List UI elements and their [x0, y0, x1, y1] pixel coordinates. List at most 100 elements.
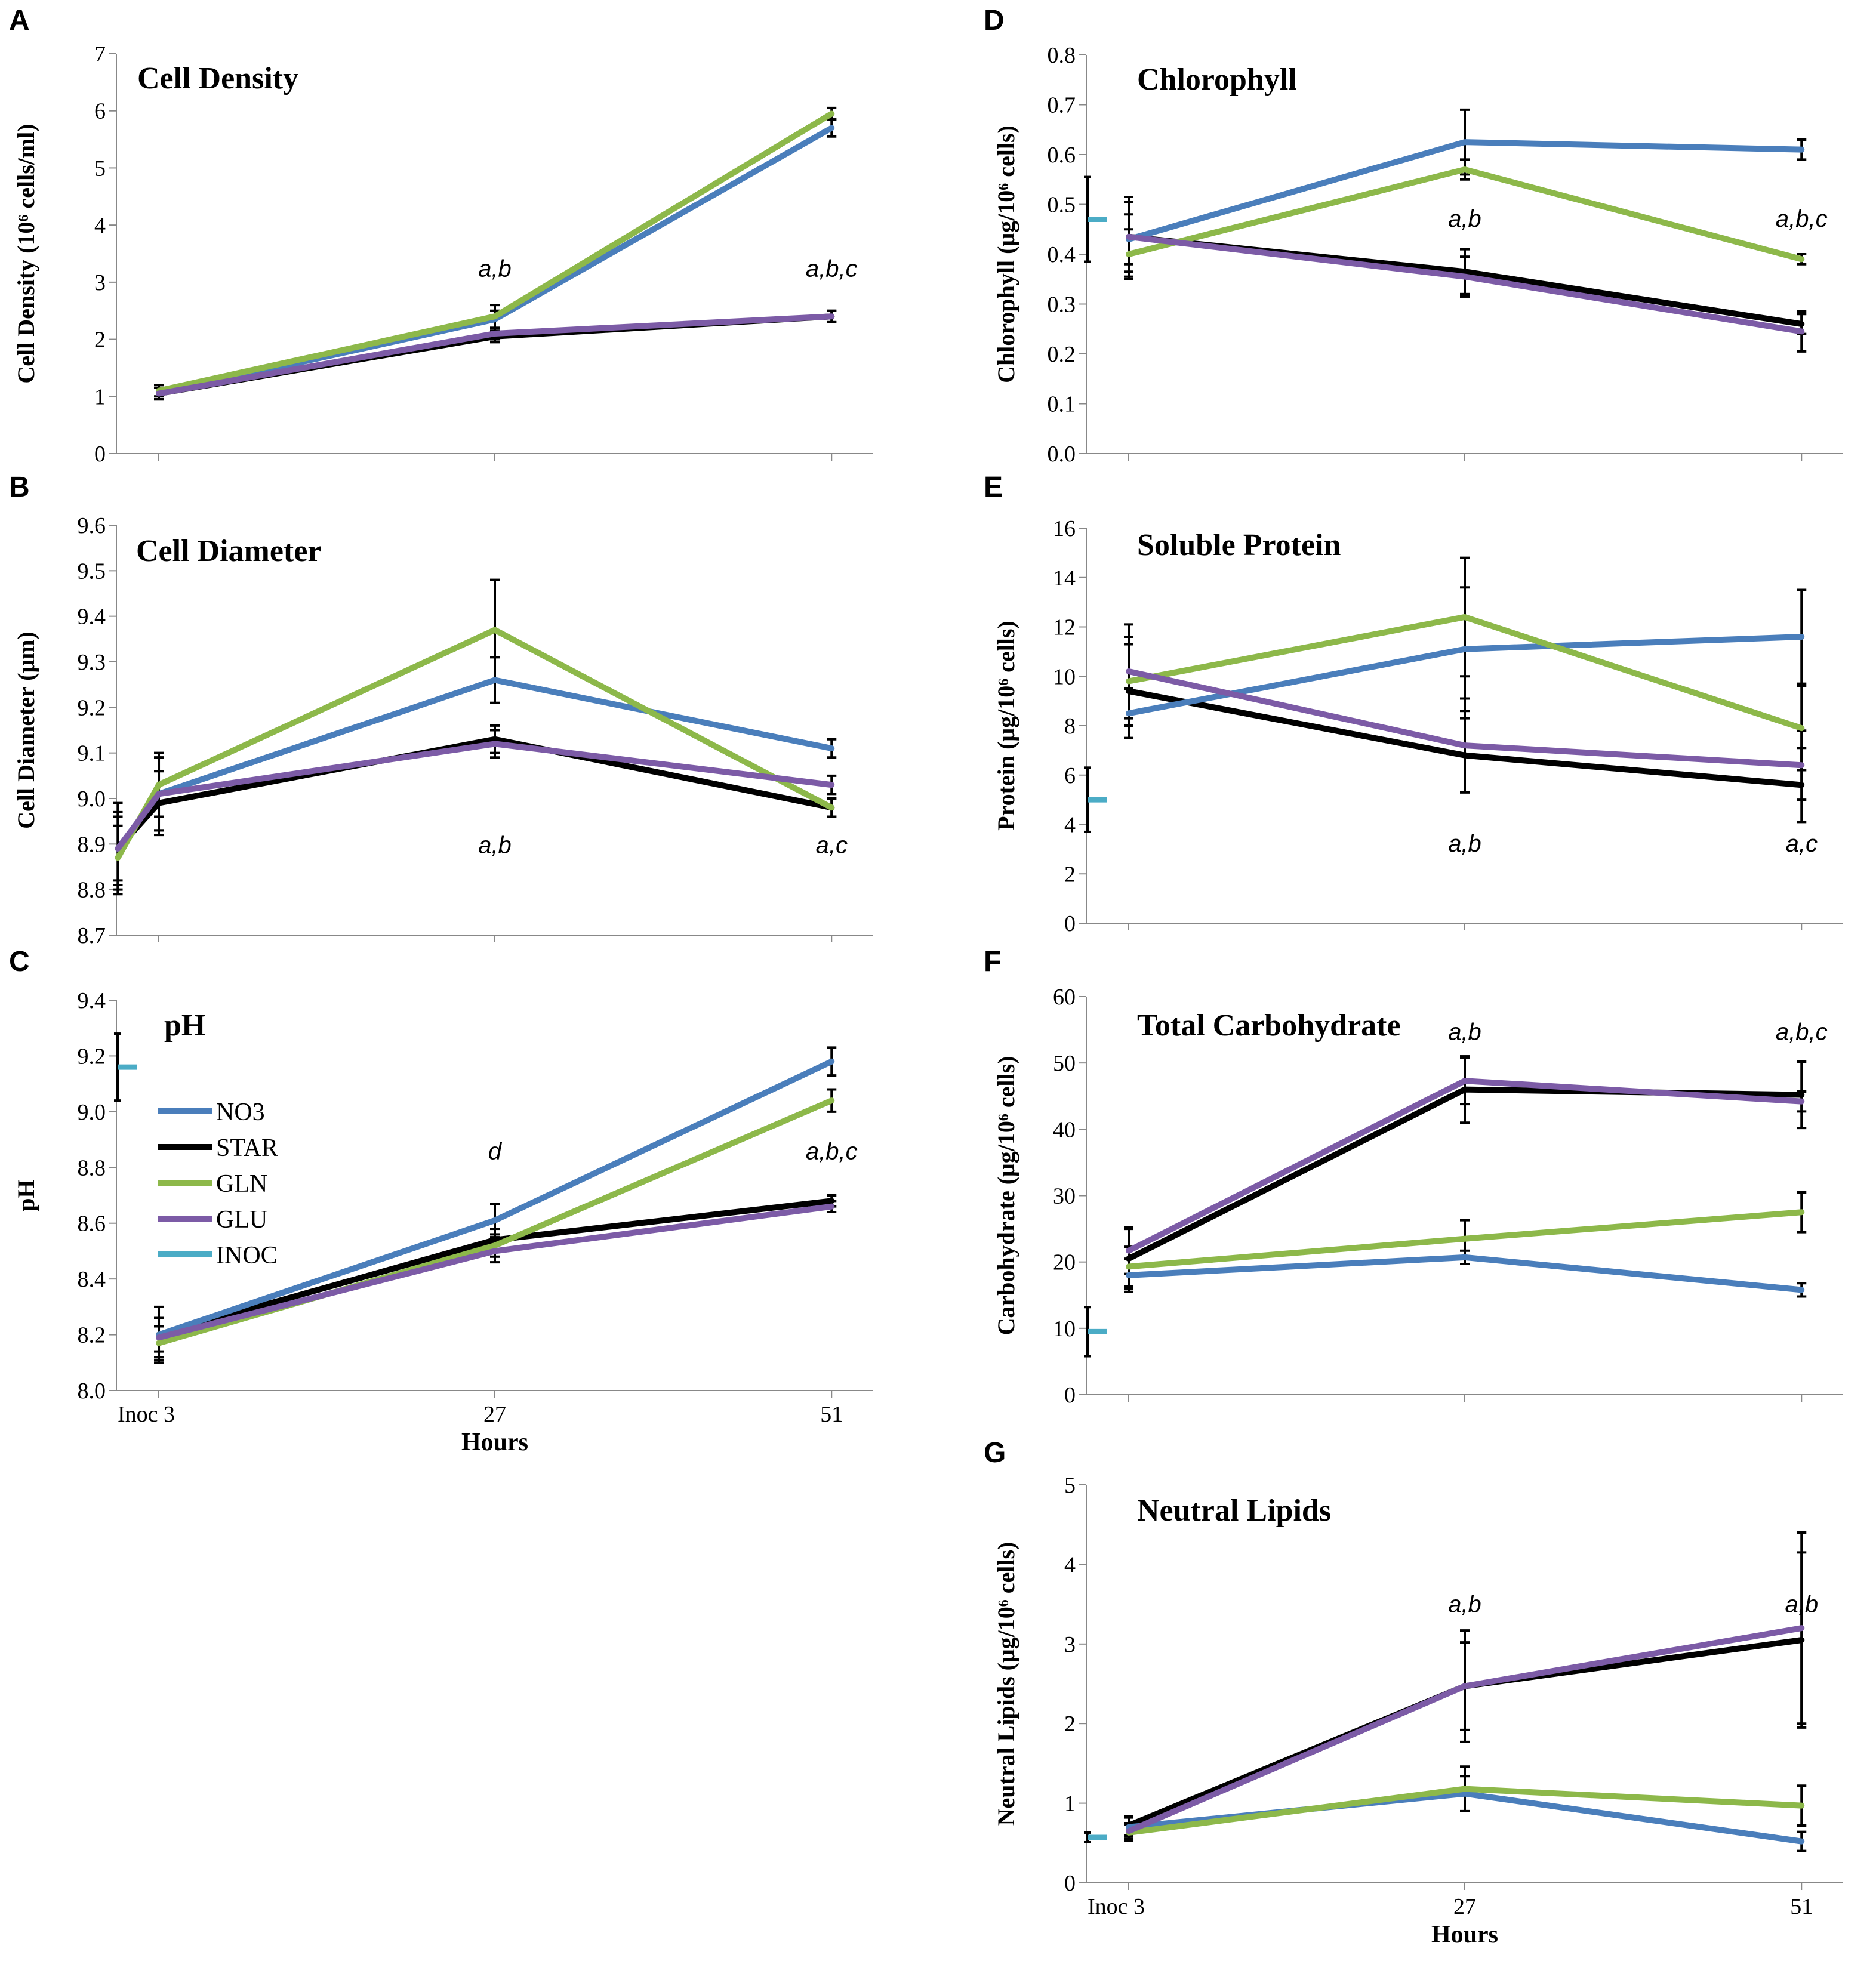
panel-E	[1079, 528, 1843, 930]
panel-letter: F	[984, 946, 1001, 978]
y-tick-label: 1	[94, 384, 106, 409]
series-line-glu	[156, 1203, 835, 1341]
y-tick-label: 8.8	[78, 878, 106, 903]
y-tick-label: 4	[94, 213, 106, 238]
x-axis-label: Hours	[461, 1429, 528, 1456]
y-tick-label: 2	[94, 328, 106, 353]
series-line-no3	[115, 677, 835, 852]
significance-label: a,c	[1786, 831, 1818, 857]
y-tick-label: 0.6	[1048, 143, 1076, 168]
y-tick-label: 0.2	[1048, 342, 1076, 367]
legend: NO3 STAR GLN GLU INOC	[158, 1099, 278, 1269]
y-tick-label: 3	[94, 270, 106, 295]
y-tick-label: 0.5	[1048, 193, 1076, 218]
y-axis-label: Protein (μg/10⁶ cells)	[993, 621, 1019, 831]
chart-title: Chlorophyll	[1137, 63, 1297, 97]
y-tick-label: 8.8	[78, 1155, 106, 1180]
series-line-gln	[156, 110, 835, 394]
y-axis-label: Carbohydrate (μg/10⁶ cells)	[993, 1056, 1019, 1336]
y-tick-label: 0.1	[1048, 392, 1076, 417]
y-tick-label: 2	[1064, 862, 1076, 887]
x-tick-label: 51	[820, 1402, 843, 1427]
significance-label: a,b,c	[806, 255, 858, 282]
legend-label-glu: GLU	[216, 1206, 267, 1234]
series-line-no3	[156, 1058, 835, 1338]
y-tick-label: 8.7	[78, 923, 106, 948]
y-axis-label: Cell Diameter (μm)	[13, 631, 39, 829]
y-axis-label: Chlorophyll (μg/10⁶ cells)	[993, 125, 1019, 383]
chart-title: Cell Diameter	[136, 534, 321, 568]
legend-label-inoc: INOC	[216, 1242, 278, 1269]
y-tick-label: 4	[1064, 813, 1076, 838]
x-tick-label: 27	[483, 1402, 506, 1427]
x-tick-label: Inoc 3	[1088, 1894, 1145, 1919]
y-tick-label: 12	[1053, 615, 1076, 640]
significance-label: a,b	[1785, 1591, 1818, 1617]
y-tick-label: 10	[1053, 664, 1076, 689]
y-tick-label: 20	[1053, 1250, 1076, 1275]
panel-letter: B	[9, 471, 30, 503]
y-tick-label: 16	[1053, 516, 1076, 541]
series-line-gln	[1126, 1786, 1805, 1836]
significance-label: a,b	[1448, 1019, 1481, 1045]
x-tick-label: Inoc 3	[118, 1402, 175, 1427]
chart-title: pH	[164, 1009, 205, 1043]
x-axis-label: Hours	[1431, 1921, 1498, 1948]
panel-letter: D	[984, 5, 1005, 36]
y-tick-label: 9.3	[78, 650, 106, 675]
panel-letter: G	[984, 1437, 1006, 1469]
y-tick-label: 50	[1053, 1051, 1076, 1076]
series-line-gln	[1126, 166, 1805, 263]
chart-title: Cell Density	[137, 61, 298, 95]
y-tick-label: 6	[1064, 763, 1076, 788]
significance-label: a,b	[478, 255, 512, 282]
significance-label: a,b,c	[1776, 1019, 1828, 1045]
y-tick-label: 0.8	[1048, 43, 1076, 68]
y-tick-label: 9.0	[78, 787, 106, 812]
y-axis-label: pH	[13, 1179, 39, 1211]
y-tick-label: 60	[1053, 985, 1076, 1010]
significance-label: a,b	[478, 832, 512, 859]
y-tick-label: 0.3	[1048, 292, 1076, 317]
significance-label: a,b	[1448, 1591, 1481, 1617]
y-tick-label: 10	[1053, 1316, 1076, 1342]
y-tick-label: 8.0	[78, 1379, 106, 1404]
y-tick-label: 9.4	[78, 605, 106, 630]
y-tick-label: 8.9	[78, 832, 106, 857]
y-tick-label: 8.6	[78, 1211, 106, 1237]
significance-label: d	[488, 1138, 503, 1164]
y-tick-label: 30	[1053, 1184, 1076, 1209]
y-tick-label: 0	[1064, 1383, 1076, 1408]
y-tick-label: 14	[1053, 566, 1076, 591]
x-tick-label: 51	[1790, 1894, 1813, 1919]
y-tick-label: 9.0	[78, 1100, 106, 1125]
series-line-gln	[1126, 613, 1805, 732]
significance-label: a,b	[1448, 831, 1481, 857]
panel-letter: C	[9, 946, 30, 978]
panel-B	[109, 525, 873, 942]
series-line-gln	[1126, 1209, 1805, 1270]
y-tick-label: 5	[1064, 1473, 1076, 1498]
series-line-glu	[1126, 233, 1805, 335]
y-axis-label: Neutral Lipids (μg/10⁶ cells)	[993, 1542, 1019, 1826]
panel-G	[1079, 1484, 1843, 1890]
significance-label: a,b	[1448, 206, 1481, 232]
y-tick-label: 8	[1064, 714, 1076, 739]
y-tick-label: 9.1	[78, 741, 106, 766]
y-tick-label: 9.2	[78, 695, 106, 720]
legend-label-star: STAR	[216, 1134, 278, 1162]
y-tick-label: 6	[94, 99, 106, 124]
significance-label: a,b,c	[806, 1138, 858, 1164]
legend-label-gln: GLN	[216, 1170, 267, 1198]
legend-label-no3: NO3	[216, 1099, 265, 1126]
significance-label: a,b,c	[1776, 206, 1828, 232]
series-line-no3	[1126, 1254, 1805, 1293]
panel-A	[109, 53, 873, 461]
chart-title: Total Carbohydrate	[1137, 1009, 1401, 1043]
y-tick-label: 9.5	[78, 559, 106, 584]
y-axis-label: Cell Density (10⁶ cells/ml)	[13, 124, 39, 383]
series-line-no3	[1126, 634, 1805, 717]
y-tick-label: 9.6	[78, 513, 106, 538]
y-tick-label: 5	[94, 156, 106, 181]
